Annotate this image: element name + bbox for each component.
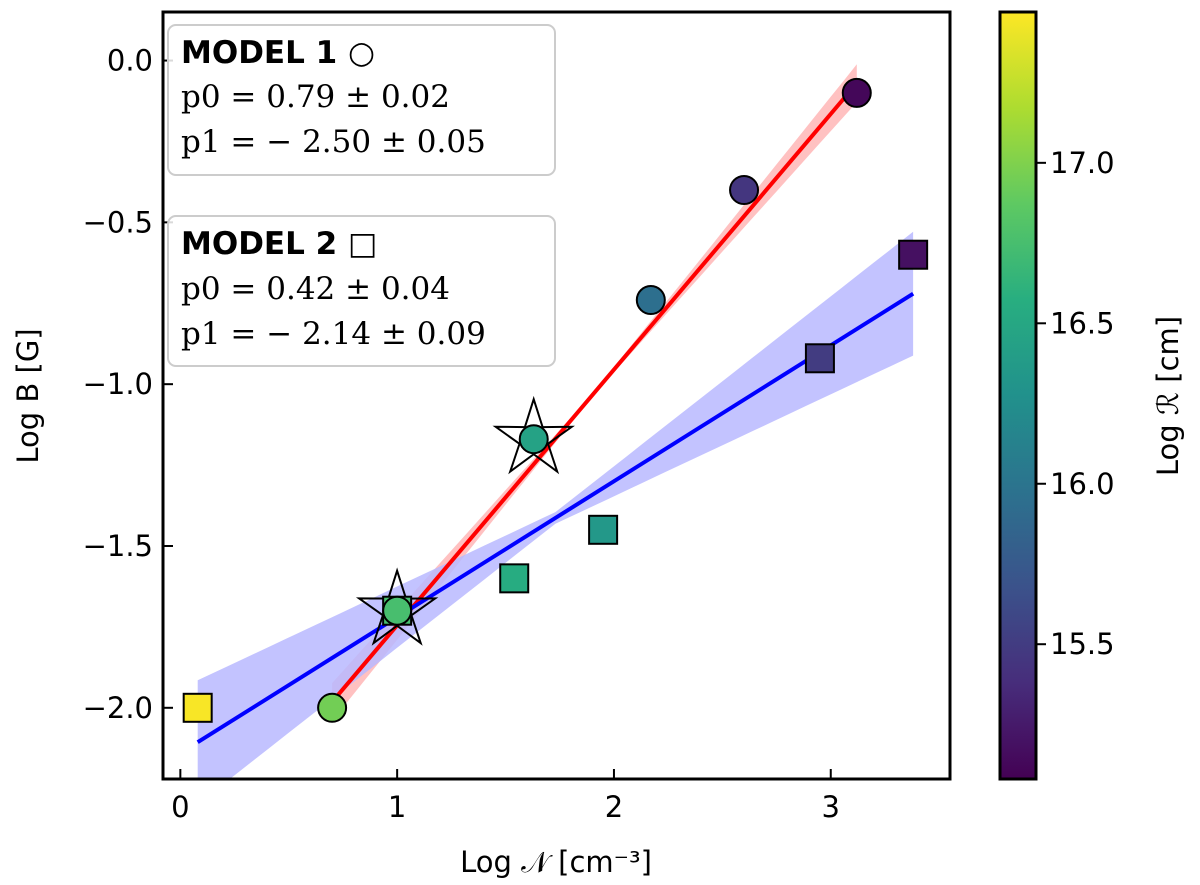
model-1-circle-point <box>841 77 872 108</box>
legend-model-2: MODEL 2 □ p0 = 0.42 ± 0.04 p1 = − 2.14 ±… <box>167 215 556 367</box>
colorbar-tick-label: 16.0 <box>1050 467 1115 501</box>
model-1-circle-point <box>382 595 413 626</box>
star-highlight-marker <box>492 395 575 475</box>
colorbar-frame <box>998 10 1038 781</box>
legend-p0: p0 = 0.42 ± 0.04 <box>181 271 450 307</box>
y-tick-label: −1.5 <box>83 529 153 563</box>
legend-box <box>167 215 556 367</box>
colorbar-gradient <box>1000 12 1036 779</box>
legend-model-1: MODEL 1 ○ p0 = 0.79 ± 0.02 p1 = − 2.50 ±… <box>167 24 556 176</box>
legend-p1: p1 = − 2.50 ± 0.05 <box>181 124 486 160</box>
colorbar-tick-label: 16.5 <box>1050 306 1115 340</box>
y-tick-label: −0.5 <box>83 205 153 239</box>
model-2-square-point <box>499 563 530 594</box>
model-2-square-point <box>804 343 835 374</box>
legend-p0: p0 = 0.79 ± 0.02 <box>181 79 450 115</box>
confidence-band-2 <box>197 231 914 779</box>
legend-p1: p1 = − 2.14 ± 0.09 <box>181 316 486 352</box>
model-1-circle-point <box>518 424 549 455</box>
legend-title: MODEL 2 □ <box>181 226 377 262</box>
data-markers <box>182 77 929 723</box>
colorbar-ticks: 15.5 16.0 16.5 17.0 <box>1036 146 1115 661</box>
x-axis-label: Log 𝒩 [cm⁻³] <box>460 845 652 879</box>
y-axis-ticks: 0.0 −0.5 −1.0 −1.5 −2.0 <box>83 44 173 725</box>
x-tick-label: 0 <box>171 790 189 824</box>
colorbar-tick-label: 15.5 <box>1050 627 1115 661</box>
model-2-square-point <box>588 514 619 545</box>
plot-frame <box>161 10 952 781</box>
x-tick-label: 2 <box>605 790 623 824</box>
model-1-circle-point <box>317 692 348 723</box>
x-tick-label: 1 <box>388 790 406 824</box>
colorbar-label: Log ℛ [cm] <box>1151 316 1185 476</box>
y-tick-label: 0.0 <box>107 44 153 78</box>
legend-title: MODEL 1 ○ <box>181 35 375 71</box>
model-2-square-point <box>182 692 213 723</box>
y-tick-label: −1.0 <box>83 367 153 401</box>
model-1-circle-point <box>635 285 666 316</box>
fit-line-model-2 <box>196 291 915 744</box>
colorbar-tick-label: 17.0 <box>1050 146 1115 180</box>
x-tick-label: 3 <box>822 790 840 824</box>
x-axis-ticks: 0 1 2 3 <box>171 769 840 824</box>
y-axis-label: Log B [G] <box>11 328 45 463</box>
y-tick-label: −2.0 <box>83 691 153 725</box>
model-2-square-point <box>898 239 929 270</box>
legend-box <box>167 24 556 176</box>
model-1-circle-point <box>729 174 760 205</box>
